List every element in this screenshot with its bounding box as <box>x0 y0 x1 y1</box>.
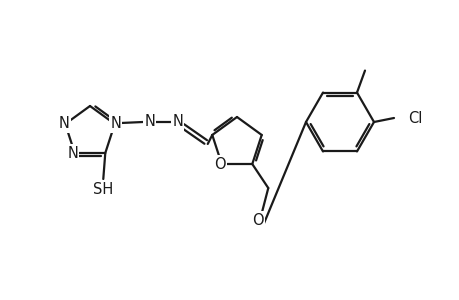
Text: N: N <box>59 116 70 131</box>
Text: O: O <box>252 212 263 227</box>
Text: N: N <box>110 116 121 131</box>
Text: SH: SH <box>93 182 113 196</box>
Text: N: N <box>172 115 183 130</box>
Text: Cl: Cl <box>407 110 421 125</box>
Text: N: N <box>144 115 155 130</box>
Text: O: O <box>213 157 225 172</box>
Text: N: N <box>67 146 78 160</box>
